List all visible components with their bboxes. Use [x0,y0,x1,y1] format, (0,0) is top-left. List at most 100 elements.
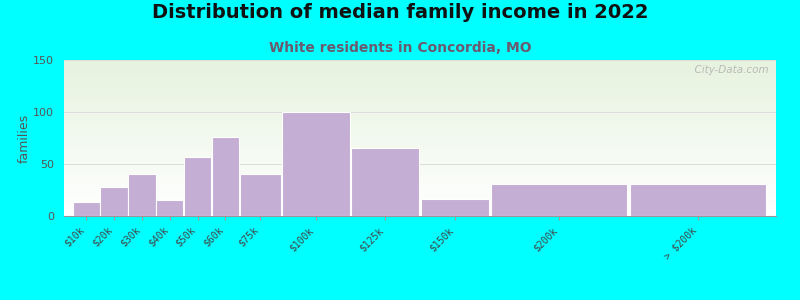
Text: Distribution of median family income in 2022: Distribution of median family income in … [152,3,648,22]
Bar [64,159,776,160]
Bar [64,138,776,139]
Bar [64,152,776,153]
Bar [64,94,776,95]
Bar [64,182,776,183]
Bar [64,185,776,186]
Bar [64,169,776,170]
Bar [64,69,776,70]
Bar [64,114,776,115]
Bar [64,212,776,213]
Bar [64,162,776,163]
Bar [64,104,776,105]
Bar [64,75,776,76]
Bar [64,101,776,102]
Bar [64,62,776,63]
Bar [64,203,776,204]
Bar [64,141,776,142]
Bar [64,85,776,86]
Bar [64,213,776,214]
Bar [64,126,776,127]
Bar [64,79,776,80]
Bar [64,117,776,118]
Bar [64,202,776,203]
Bar [64,118,776,119]
Text: White residents in Concordia, MO: White residents in Concordia, MO [269,40,531,55]
Bar [64,149,776,150]
Bar [64,139,776,140]
Bar [64,73,776,74]
Bar [64,83,776,84]
Bar [421,200,489,216]
Bar [64,86,776,87]
Bar [64,123,776,124]
Bar [64,208,776,209]
Bar [64,195,776,196]
Bar [64,76,776,77]
Bar [630,184,766,216]
Bar [64,74,776,75]
Bar [64,145,776,146]
Bar [64,130,776,131]
Bar [64,78,776,79]
Bar [64,198,776,199]
Bar [64,89,776,90]
Bar [64,88,776,89]
Bar [64,161,776,162]
Bar [64,124,776,125]
Bar [64,84,776,85]
Bar [64,67,776,68]
Bar [64,215,776,216]
Bar [64,178,776,179]
Bar [64,148,776,149]
Bar [64,175,776,176]
Bar [64,172,776,173]
Bar [64,122,776,123]
Bar [64,134,776,135]
Bar [64,155,776,156]
Bar [64,146,776,147]
Bar [64,90,776,91]
Bar [64,163,776,164]
Bar [156,200,183,216]
Bar [64,63,776,64]
Bar [64,209,776,210]
Bar [64,211,776,212]
Bar [64,181,776,182]
Bar [64,133,776,134]
Bar [64,103,776,104]
Bar [64,111,776,112]
Bar [64,190,776,191]
Bar [64,81,776,82]
Bar [64,60,776,61]
Bar [64,113,776,114]
Bar [64,107,776,108]
Bar [184,157,211,216]
Bar [64,102,776,103]
Bar [64,100,776,101]
Bar [64,99,776,100]
Bar [64,179,776,180]
Bar [64,214,776,215]
Bar [64,150,776,151]
Bar [64,194,776,195]
Bar [64,193,776,194]
Bar [64,180,776,181]
Bar [101,187,128,216]
Bar [64,97,776,98]
Bar [73,202,100,216]
Bar [64,128,776,129]
Bar [212,137,239,216]
Bar [64,121,776,122]
Bar [64,61,776,62]
Bar [64,186,776,187]
Bar [64,96,776,97]
Bar [64,108,776,109]
Bar [64,154,776,155]
Bar [64,77,776,78]
Bar [64,171,776,172]
Bar [64,191,776,192]
Bar [64,80,776,81]
Bar [64,206,776,207]
Bar [64,95,776,96]
Bar [64,98,776,99]
